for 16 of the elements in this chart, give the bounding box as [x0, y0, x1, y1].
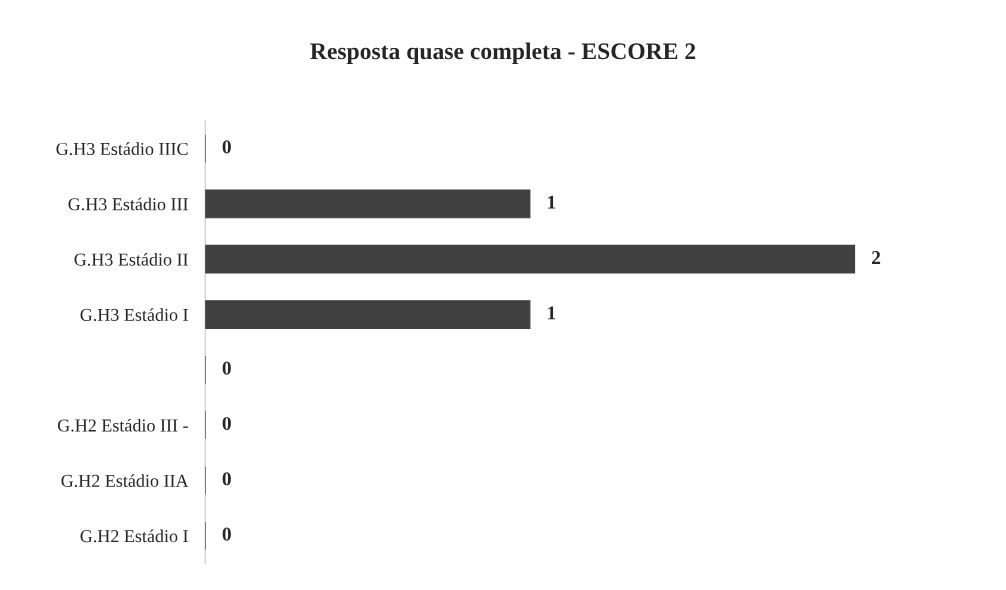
data-label: 0	[222, 361, 231, 375]
chart-title: Resposta quase completa - ESCORE 2	[310, 42, 696, 65]
data-label: 0	[222, 416, 231, 431]
y-tick-label: G.H3 Estádio III	[68, 197, 188, 211]
y-tick-label: G.H2 Estádio IIA	[61, 474, 189, 487]
y-tick-label: G.H2 Estádio III -	[57, 418, 188, 432]
data-label: 2	[872, 251, 881, 264]
y-tick-label: G.H2 Estádio I	[80, 529, 188, 543]
data-label: 1	[548, 306, 556, 320]
data-label: 0	[222, 472, 231, 486]
data-label: 0	[222, 527, 231, 541]
data-label: 0	[222, 140, 231, 154]
y-tick-label: G.H3 Estádio II	[74, 252, 188, 266]
data-label: 1	[548, 195, 556, 209]
y-tick-label: G.H3 Estádio IIIC	[56, 142, 188, 156]
y-tick-label: G.H3 Estádio I	[80, 308, 188, 322]
